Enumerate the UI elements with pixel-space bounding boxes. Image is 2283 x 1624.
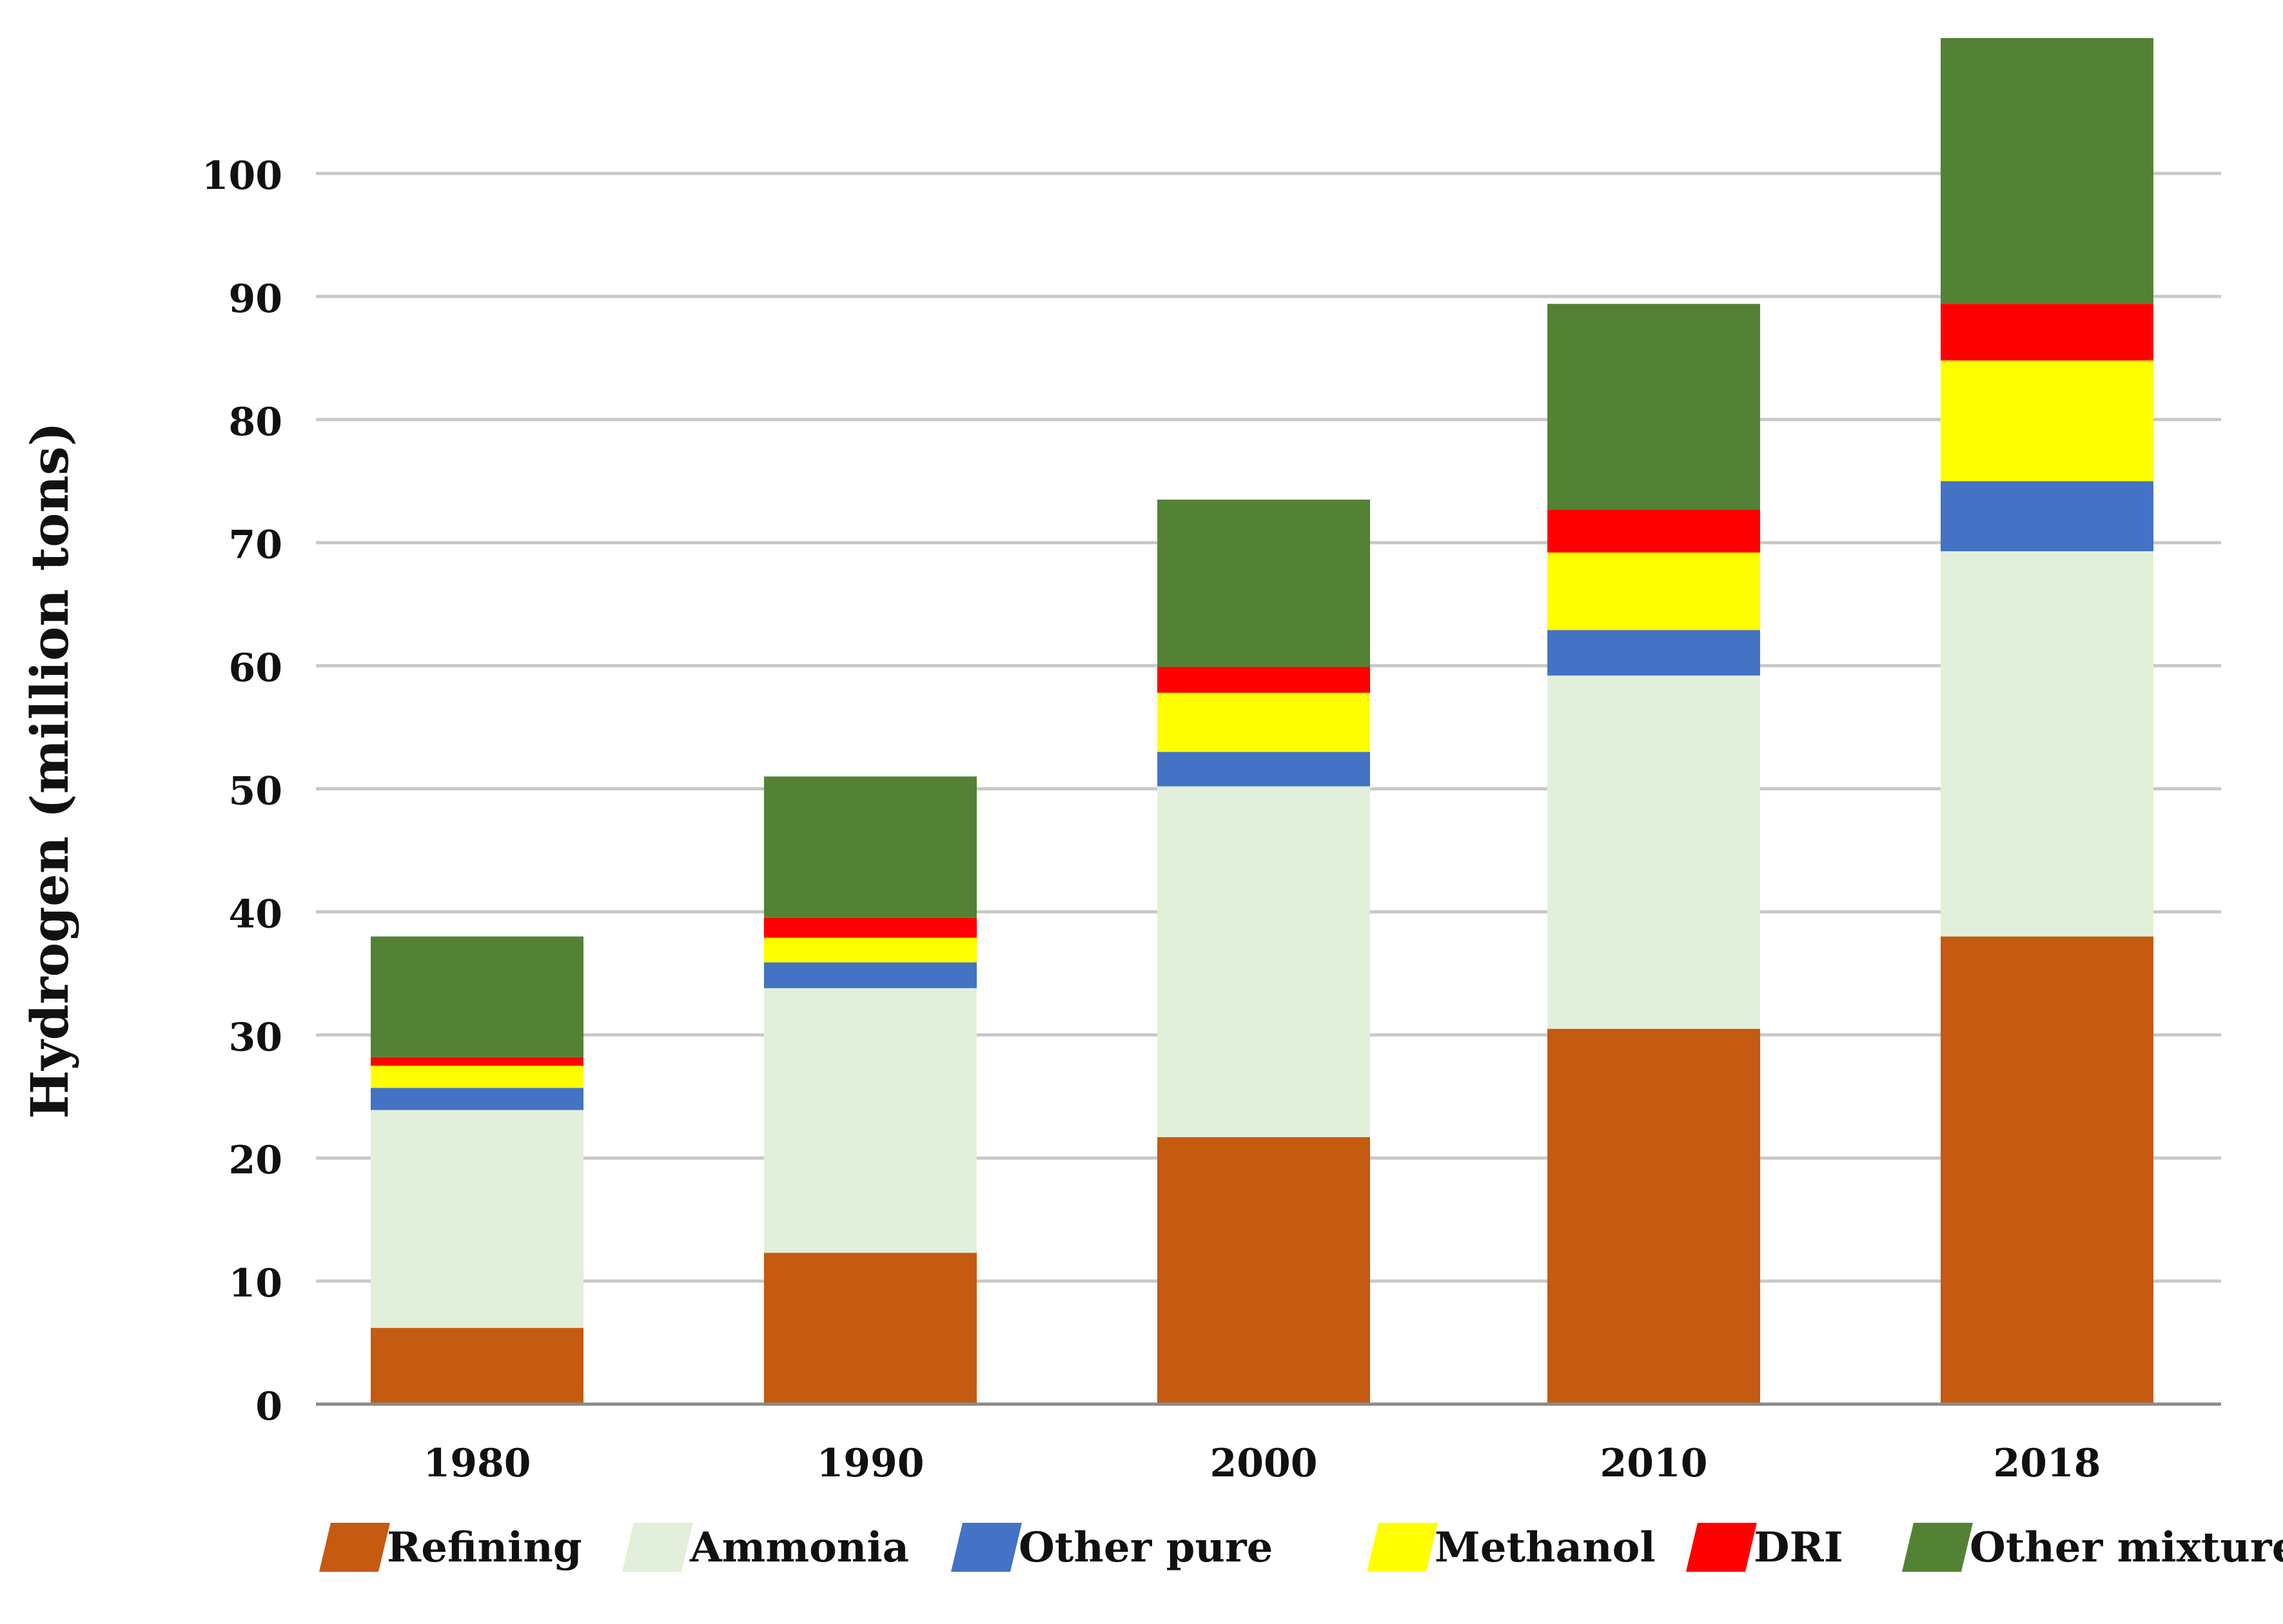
legend-label: Methanol <box>1435 1523 1656 1572</box>
bar-segment-other-mixture <box>371 936 583 1057</box>
bars <box>371 38 2153 1404</box>
bar-segment-dri <box>1547 509 1760 553</box>
x-tick-label: 2010 <box>1600 1441 1708 1486</box>
y-tick-label: 40 <box>229 892 283 937</box>
y-tick-label: 10 <box>229 1261 283 1306</box>
legend-label: Refining <box>387 1523 582 1572</box>
bar-segment-methanol <box>1157 692 1370 752</box>
bar-segment-ammonia <box>371 1110 583 1328</box>
x-tick-label: 2000 <box>1210 1441 1318 1486</box>
bar-segment-dri <box>764 917 977 938</box>
y-tick-label: 80 <box>229 400 283 445</box>
y-axis-label: Hydrogen (million tons) <box>19 422 80 1119</box>
bar-segment-refining <box>764 1253 977 1404</box>
bar-segment-other-pure <box>1547 630 1760 676</box>
bar-segment-other-pure <box>371 1088 583 1110</box>
bar-segment-methanol <box>1547 552 1760 631</box>
bar-segment-other-pure <box>1941 481 2153 552</box>
bar-segment-methanol <box>371 1066 583 1088</box>
y-tick-label: 100 <box>202 153 282 199</box>
legend-label: Other mixture <box>1970 1523 2283 1572</box>
y-tick-label: 20 <box>229 1138 283 1183</box>
legend-swatch <box>951 1523 1022 1572</box>
bar-segment-other-mixture <box>1547 304 1760 510</box>
x-tick-label: 1980 <box>424 1441 531 1486</box>
bar-segment-other-pure <box>764 962 977 988</box>
y-tick-label: 70 <box>229 523 283 568</box>
bar-segment-ammonia <box>1157 786 1370 1137</box>
y-tick-label: 50 <box>229 769 283 814</box>
bar-segment-ammonia <box>764 988 977 1253</box>
legend-swatch <box>1686 1523 1757 1572</box>
y-axis-ticks: 0 10 20 30 40 50 60 70 80 90 100 <box>202 153 282 1429</box>
bar-segment-other-mixture <box>1157 499 1370 667</box>
x-axis-ticks: 1980 1990 2000 2010 2018 <box>424 1441 2101 1486</box>
bar-segment-other-mixture <box>1941 38 2153 304</box>
bar-segment-refining <box>1547 1028 1760 1404</box>
bar-segment-dri <box>1157 667 1370 693</box>
legend-label: Ammonia <box>689 1523 909 1572</box>
y-tick-label: 0 <box>255 1384 282 1429</box>
x-tick-label: 1990 <box>817 1441 925 1486</box>
bar-segment-refining <box>1941 936 2153 1404</box>
bar-segment-methanol <box>1941 360 2153 482</box>
legend-swatch <box>1367 1523 1438 1572</box>
legend-swatch <box>319 1523 390 1572</box>
bar-segment-methanol <box>764 937 977 963</box>
legend-swatch <box>1902 1523 1973 1572</box>
y-tick-label: 90 <box>229 277 283 322</box>
legend-label: Other pure <box>1019 1523 1273 1572</box>
bar-segment-other-mixture <box>764 776 977 918</box>
legend: Refining Ammonia Other pure Methanol DRI Othe… <box>319 1523 2283 1572</box>
bar-segment-dri <box>1941 304 2153 361</box>
bar-segment-dri <box>371 1057 583 1066</box>
bar-segment-refining <box>1157 1137 1370 1404</box>
bar-segment-ammonia <box>1941 551 2153 937</box>
bar-segment-refining <box>371 1327 583 1404</box>
bar-segment-ammonia <box>1547 675 1760 1029</box>
x-tick-label: 2018 <box>1994 1441 2101 1486</box>
y-tick-label: 30 <box>229 1015 283 1060</box>
y-tick-label: 60 <box>229 646 283 691</box>
bar-segment-other-pure <box>1157 752 1370 787</box>
legend-label: DRI <box>1754 1523 1843 1572</box>
legend-swatch <box>622 1523 693 1572</box>
